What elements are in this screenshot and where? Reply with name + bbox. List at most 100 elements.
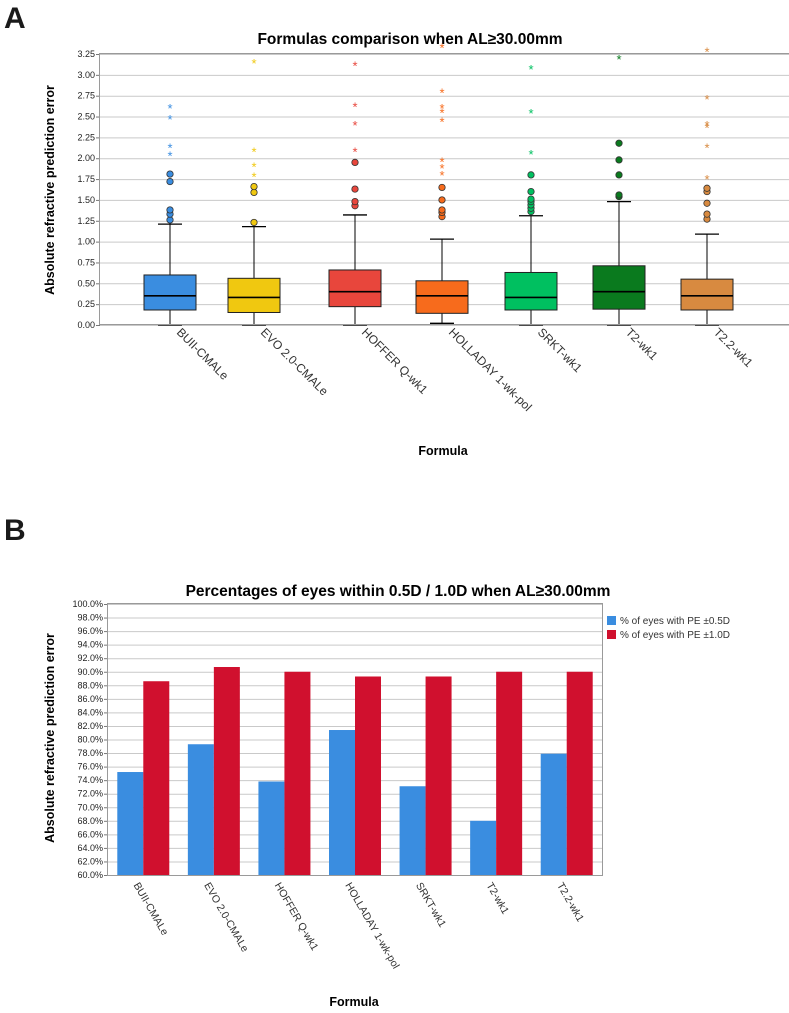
- legend-swatch-pe-05: [607, 616, 616, 625]
- chart-a-tick-label: 2.50: [77, 112, 95, 122]
- x-label-srkt-wk1: SRKT-wk1: [413, 881, 448, 930]
- outlier-point-t2-2-wk1: [703, 184, 711, 192]
- extreme-point-evo-2-0-cmale: *: [251, 160, 256, 175]
- extreme-point-t2-2-wk1: *: [704, 92, 709, 107]
- legend-label-pe-10: % of eyes with PE ±1.0D: [620, 630, 730, 641]
- chart-b-tick-label: 84.0%: [77, 707, 103, 717]
- extreme-point-t2-2-wk1: *: [704, 140, 709, 155]
- chart-b-title: Percentages of eyes within 0.5D / 1.0D w…: [186, 583, 611, 600]
- extreme-point-t2-2-wk1: *: [704, 44, 709, 59]
- chart-b-xlabel: Formula: [329, 995, 379, 1009]
- chart-b-tick-label: 80.0%: [77, 735, 103, 745]
- extreme-point-buii-cmale: *: [167, 101, 172, 116]
- chart-b-y-ticks: 60.0% 62.0% 64.0% 66.0% 68.0% 70.0% 72.0% 74.0%…: [72, 599, 108, 880]
- box-holladay-1-wk-pol: ********: [415, 40, 469, 324]
- bar-pe-05-buii-cmale: [117, 772, 144, 875]
- extreme-point-holladay-1-wk-pol: *: [439, 101, 444, 116]
- box-t2-wk1: *: [592, 52, 646, 326]
- outlier-point-holladay-1-wk-pol: [438, 183, 446, 192]
- bar-pe-10-hoffer-q-wk1: [284, 671, 311, 875]
- chart-a-x-labels: BUII-CMALe EVO 2.0-CMALe HOFFER Q-wk1 HOLLA…: [174, 325, 756, 414]
- outlier-point-t2-wk1: [615, 139, 623, 147]
- extreme-point-holladay-1-wk-pol: *: [439, 40, 444, 55]
- extreme-point-srkt-wk1: *: [528, 106, 533, 121]
- iqr-box-srkt-wk1: [504, 271, 558, 311]
- chart-b-tick-label: 64.0%: [77, 843, 103, 853]
- extreme-point-t2-2-wk1: *: [704, 120, 709, 135]
- chart-a-tick-label: 3.25: [77, 49, 95, 59]
- panel-a: A Formulas comparison when AL≥30.00mm Ab…: [4, 2, 789, 458]
- bar-pe-05-hoffer-q-wk1: [258, 781, 285, 875]
- bar-pe-10-buii-cmale: [143, 681, 170, 875]
- bar-pe-05-holladay-1-wk-pol: [329, 730, 355, 875]
- outlier-point-t2-wk1: [615, 191, 623, 199]
- chart-b-tick-label: 62.0%: [77, 856, 103, 866]
- chart-b-tick-label: 72.0%: [77, 789, 103, 799]
- chart-a-gridlines: [100, 54, 789, 326]
- outlier-point-t2-wk1: [615, 171, 623, 179]
- legend-swatch-pe-10: [607, 630, 616, 639]
- chart-b-tick-label: 100.0%: [72, 599, 103, 609]
- chart-b-tick-label: 66.0%: [77, 829, 103, 839]
- chart-a-ylabel: Absolute refractive prediction error: [43, 85, 57, 295]
- iqr-box-holladay-1-wk-pol: [415, 280, 469, 314]
- chart-a-tick-label: 1.00: [77, 237, 95, 247]
- outlier-point-evo-2-0-cmale: [250, 218, 258, 227]
- bar-pe-10-holladay-1-wk-pol: [355, 676, 381, 875]
- chart-b-plot-frame: [107, 603, 603, 876]
- chart-a-boxes: ******************************: [143, 40, 734, 326]
- chart-a-tick-label: 1.75: [77, 174, 95, 184]
- outlier-point-srkt-wk1: [527, 171, 535, 179]
- x-label-buii-cmale: BUII-CMALe: [174, 325, 232, 383]
- panel-b: B Percentages of eyes within 0.5D / 1.0D…: [4, 514, 730, 1009]
- extreme-point-hoffer-q-wk1: *: [352, 100, 357, 115]
- extreme-point-buii-cmale: *: [167, 149, 172, 164]
- chart-b-tick-label: 94.0%: [77, 640, 103, 650]
- bar-pe-10-srkt-wk1: [425, 676, 452, 875]
- extreme-point-evo-2-0-cmale: *: [251, 145, 256, 160]
- chart-b-tick-label: 98.0%: [77, 613, 103, 623]
- outlier-point-srkt-wk1: [527, 187, 535, 196]
- outlier-point-hoffer-q-wk1: [351, 185, 359, 193]
- chart-a-xlabel: Formula: [418, 444, 468, 458]
- x-label-evo-2-0-cmale: EVO 2.0-CMALe: [201, 881, 251, 955]
- extreme-point-evo-2-0-cmale: *: [251, 56, 256, 71]
- x-label-t2-2-wk1: T2.2-wk1: [711, 325, 756, 370]
- chart-b-tick-label: 86.0%: [77, 694, 103, 704]
- chart-b-tick-label: 96.0%: [77, 626, 103, 636]
- chart-a-tick-label: 0.25: [77, 299, 95, 309]
- extreme-point-hoffer-q-wk1: *: [352, 118, 357, 133]
- chart-a-title: Formulas comparison when AL≥30.00mm: [257, 31, 562, 48]
- extreme-point-hoffer-q-wk1: *: [352, 59, 357, 74]
- outlier-point-hoffer-q-wk1: [351, 158, 359, 166]
- extreme-point-holladay-1-wk-pol: *: [439, 115, 444, 130]
- box-buii-cmale: ****: [143, 101, 197, 326]
- chart-a-tick-label: 0.50: [77, 278, 95, 288]
- x-label-hoffer-q-wk1: HOFFER Q-wk1: [359, 325, 431, 397]
- bar-pe-10-t2-2-wk1: [566, 671, 593, 875]
- x-label-t2-wk1: T2-wk1: [623, 325, 661, 363]
- chart-a-tick-label: 2.25: [77, 132, 95, 142]
- x-label-hoffer-q-wk1: HOFFER Q-wk1: [272, 881, 321, 953]
- box-hoffer-q-wk1: * * * *: [328, 59, 382, 326]
- legend-label-pe-05: % of eyes with PE ±0.5D: [620, 616, 730, 627]
- chart-b-tick-label: 68.0%: [77, 816, 103, 826]
- outlier-point-t2-2-wk1: [703, 210, 711, 218]
- chart-b-tick-label: 92.0%: [77, 653, 103, 663]
- extreme-point-evo-2-0-cmale: *: [251, 170, 256, 185]
- x-label-buii-cmale: BUII-CMALe: [131, 881, 171, 938]
- extreme-point-t2-2-wk1: *: [704, 118, 709, 133]
- box-evo-2-0-cmale: ****: [227, 56, 281, 326]
- iqr-box-evo-2-0-cmale: [227, 277, 281, 313]
- iqr-box-t2-wk1: [592, 265, 646, 310]
- extreme-point-holladay-1-wk-pol: *: [439, 85, 444, 100]
- chart-a-tick-label: 0.75: [77, 257, 95, 267]
- chart-b-tick-label: 90.0%: [77, 667, 103, 677]
- chart-b-ylabel: Absolute refractive prediction error: [43, 633, 57, 843]
- extreme-point-holladay-1-wk-pol: *: [439, 168, 444, 183]
- extreme-point-holladay-1-wk-pol: *: [439, 161, 444, 176]
- iqr-box-buii-cmale: [143, 274, 197, 311]
- chart-a-y-ticks: 0.00 0.25 0.50 0.75 1.00 1.25 1.50 1.75 2.00 2.25…: [77, 49, 100, 330]
- extreme-point-t2-2-wk1: *: [704, 172, 709, 187]
- bar-pe-10-evo-2-0-cmale: [213, 667, 240, 875]
